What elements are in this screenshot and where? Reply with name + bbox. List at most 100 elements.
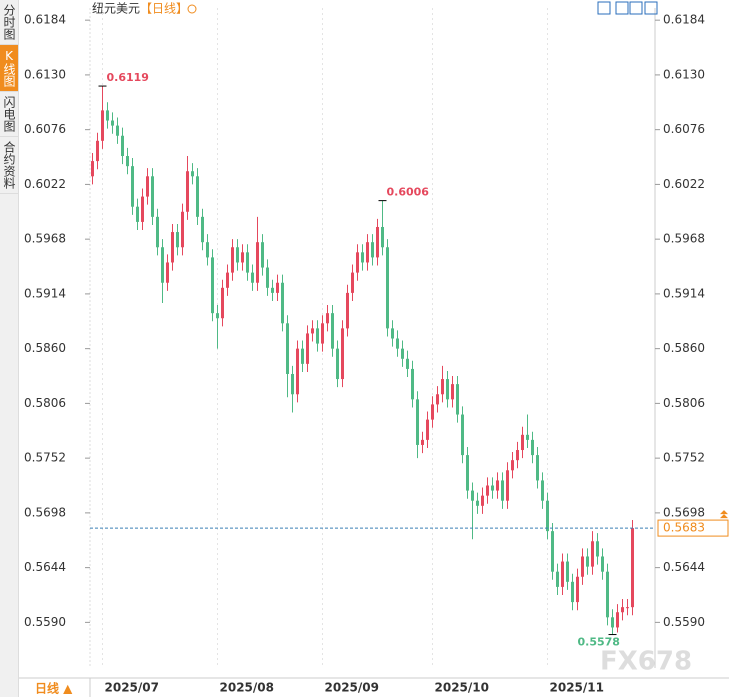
candle-body bbox=[626, 607, 629, 609]
candle-body bbox=[501, 480, 504, 501]
candle-body bbox=[551, 531, 554, 572]
candle-body bbox=[576, 576, 579, 603]
candle-body bbox=[486, 485, 489, 496]
tab[interactable]: 合约资料 bbox=[0, 137, 18, 194]
last-price-box bbox=[657, 519, 729, 537]
candle-body bbox=[341, 328, 344, 380]
candle-body bbox=[326, 313, 329, 324]
candle-body bbox=[396, 338, 399, 349]
candle-body bbox=[271, 287, 274, 293]
y-tick-label: 0.5806 bbox=[663, 396, 705, 410]
candle-body bbox=[581, 556, 584, 577]
candle-body bbox=[361, 252, 364, 263]
candle-body bbox=[241, 252, 244, 263]
candle-body bbox=[586, 556, 589, 567]
sidebar: 分时图 K线图 闪电图 合约资料 bbox=[0, 0, 19, 697]
candle-body bbox=[316, 328, 319, 344]
candle-body bbox=[606, 571, 609, 618]
candle-body bbox=[371, 242, 374, 258]
candle-body bbox=[366, 242, 369, 263]
candle-body bbox=[121, 135, 124, 157]
chart-title: 纽元美元 bbox=[92, 2, 140, 16]
y-tick-label: 0.6184 bbox=[663, 13, 705, 27]
y-tick-label: 0.5752 bbox=[24, 451, 66, 465]
candle-body bbox=[96, 140, 99, 162]
candle-body bbox=[231, 247, 234, 273]
candle-body bbox=[561, 561, 564, 587]
candle-body bbox=[416, 399, 419, 445]
candle-body bbox=[281, 282, 284, 324]
period-tag: 【日线】 bbox=[140, 2, 188, 16]
candle-body bbox=[306, 333, 309, 364]
annotation: 0.5578 bbox=[578, 636, 620, 649]
candle-body bbox=[511, 460, 514, 471]
candle-body bbox=[426, 419, 429, 440]
candle-body bbox=[196, 176, 199, 217]
candle-body bbox=[356, 252, 359, 273]
tool-button[interactable] bbox=[615, 1, 629, 15]
candle-body bbox=[181, 211, 184, 248]
candle-body bbox=[146, 176, 149, 197]
candle-body bbox=[136, 206, 139, 222]
tool-button[interactable] bbox=[597, 1, 611, 15]
candle-body bbox=[451, 384, 454, 400]
y-tick-label: 0.5644 bbox=[24, 560, 66, 574]
y-tick-label: 0.6184 bbox=[24, 13, 66, 27]
candle-body bbox=[431, 404, 434, 420]
zoom-icon[interactable] bbox=[187, 4, 197, 14]
candle-body bbox=[536, 455, 539, 481]
tool-button[interactable] bbox=[644, 1, 658, 15]
candle-body bbox=[126, 156, 129, 167]
y-tick-label: 0.5914 bbox=[24, 286, 66, 300]
candle-body bbox=[456, 384, 459, 415]
y-tick-label: 0.5590 bbox=[663, 615, 705, 629]
y-tick-label: 0.6022 bbox=[24, 177, 66, 191]
candle-body bbox=[216, 313, 219, 319]
y-tick-label: 0.5968 bbox=[663, 232, 705, 246]
candle-body bbox=[521, 434, 524, 451]
x-tick-label: 2025/07 bbox=[105, 681, 159, 695]
candle-body bbox=[436, 394, 439, 405]
candle-body bbox=[106, 110, 109, 121]
candle-body bbox=[461, 414, 464, 456]
candle-body bbox=[286, 323, 289, 374]
tab[interactable]: 闪电图 bbox=[0, 92, 18, 137]
candle-body bbox=[226, 272, 229, 288]
y-tick-label: 0.6076 bbox=[663, 122, 705, 136]
candle-body bbox=[531, 439, 534, 456]
candle-body bbox=[151, 176, 154, 217]
candle-body bbox=[421, 439, 424, 445]
candle-body bbox=[191, 171, 194, 177]
candle-body bbox=[221, 287, 224, 319]
candle-body bbox=[491, 485, 494, 491]
candle-body bbox=[516, 450, 519, 461]
candle-body bbox=[596, 541, 599, 557]
candle-body bbox=[571, 581, 574, 603]
candle-body bbox=[591, 541, 594, 567]
tab[interactable]: K线图 bbox=[0, 45, 18, 92]
candle-body bbox=[466, 455, 469, 491]
candle-body bbox=[446, 379, 449, 400]
period-button[interactable]: 日线 ▲ bbox=[35, 681, 73, 696]
candle-body bbox=[251, 272, 254, 283]
toolbar bbox=[597, 1, 658, 15]
candle-body bbox=[471, 490, 474, 501]
candle-body bbox=[91, 161, 94, 177]
candle-body bbox=[206, 242, 209, 258]
candle-body bbox=[496, 480, 499, 491]
candle-body bbox=[266, 267, 269, 288]
candle-body bbox=[156, 216, 159, 248]
candle-body bbox=[526, 434, 529, 440]
candle-body bbox=[116, 125, 119, 136]
candle-body bbox=[381, 226, 384, 248]
watermark: FX678 bbox=[600, 647, 692, 677]
tab[interactable]: 分时图 bbox=[0, 0, 18, 45]
x-tick-label: 2025/11 bbox=[550, 681, 604, 695]
candle-body bbox=[291, 373, 294, 395]
candle-body bbox=[566, 561, 569, 582]
candle-body bbox=[401, 348, 404, 359]
y-tick-label: 0.5590 bbox=[24, 615, 66, 629]
tool-button[interactable] bbox=[629, 1, 643, 15]
